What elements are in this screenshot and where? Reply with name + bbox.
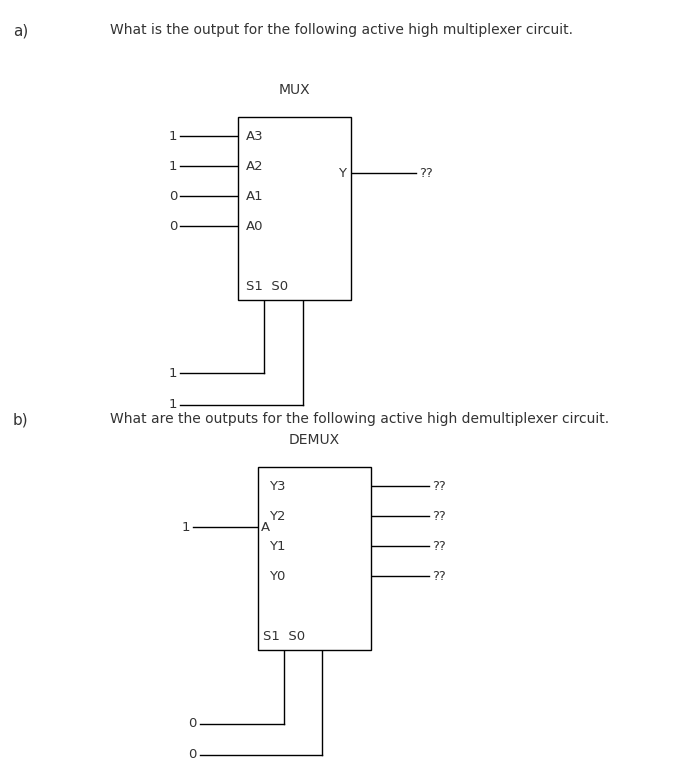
Bar bbox=[239, 117, 351, 300]
Text: 1: 1 bbox=[182, 521, 190, 534]
Text: 0: 0 bbox=[169, 220, 177, 233]
Text: ??: ?? bbox=[432, 510, 445, 523]
Text: A2: A2 bbox=[246, 159, 264, 173]
Text: b): b) bbox=[13, 412, 29, 427]
Text: DEMUX: DEMUX bbox=[289, 433, 340, 447]
Text: A: A bbox=[261, 521, 270, 534]
Text: A0: A0 bbox=[246, 220, 264, 233]
Text: What are the outputs for the following active high demultiplexer circuit.: What are the outputs for the following a… bbox=[109, 412, 609, 426]
Text: Y2: Y2 bbox=[269, 510, 286, 523]
Text: 1: 1 bbox=[168, 159, 177, 173]
Bar bbox=[258, 467, 371, 650]
Text: a): a) bbox=[13, 23, 28, 38]
Text: 0: 0 bbox=[169, 190, 177, 203]
Text: Y1: Y1 bbox=[269, 540, 286, 553]
Text: 1: 1 bbox=[168, 130, 177, 142]
Text: MUX: MUX bbox=[279, 83, 310, 97]
Text: S1  S0: S1 S0 bbox=[246, 280, 288, 293]
Text: Y3: Y3 bbox=[269, 480, 286, 492]
Text: A3: A3 bbox=[246, 130, 264, 142]
Text: 0: 0 bbox=[188, 717, 196, 730]
Text: ??: ?? bbox=[432, 570, 445, 583]
Text: ??: ?? bbox=[432, 480, 445, 492]
Text: A1: A1 bbox=[246, 190, 264, 203]
Text: ??: ?? bbox=[432, 540, 445, 553]
Text: 0: 0 bbox=[188, 748, 196, 761]
Text: 1: 1 bbox=[168, 398, 177, 411]
Text: Y: Y bbox=[338, 167, 346, 180]
Text: 1: 1 bbox=[168, 367, 177, 380]
Text: Y0: Y0 bbox=[269, 570, 286, 583]
Text: What is the output for the following active high multiplexer circuit.: What is the output for the following act… bbox=[109, 23, 573, 37]
Text: ??: ?? bbox=[419, 167, 433, 180]
Text: S1  S0: S1 S0 bbox=[263, 630, 305, 643]
